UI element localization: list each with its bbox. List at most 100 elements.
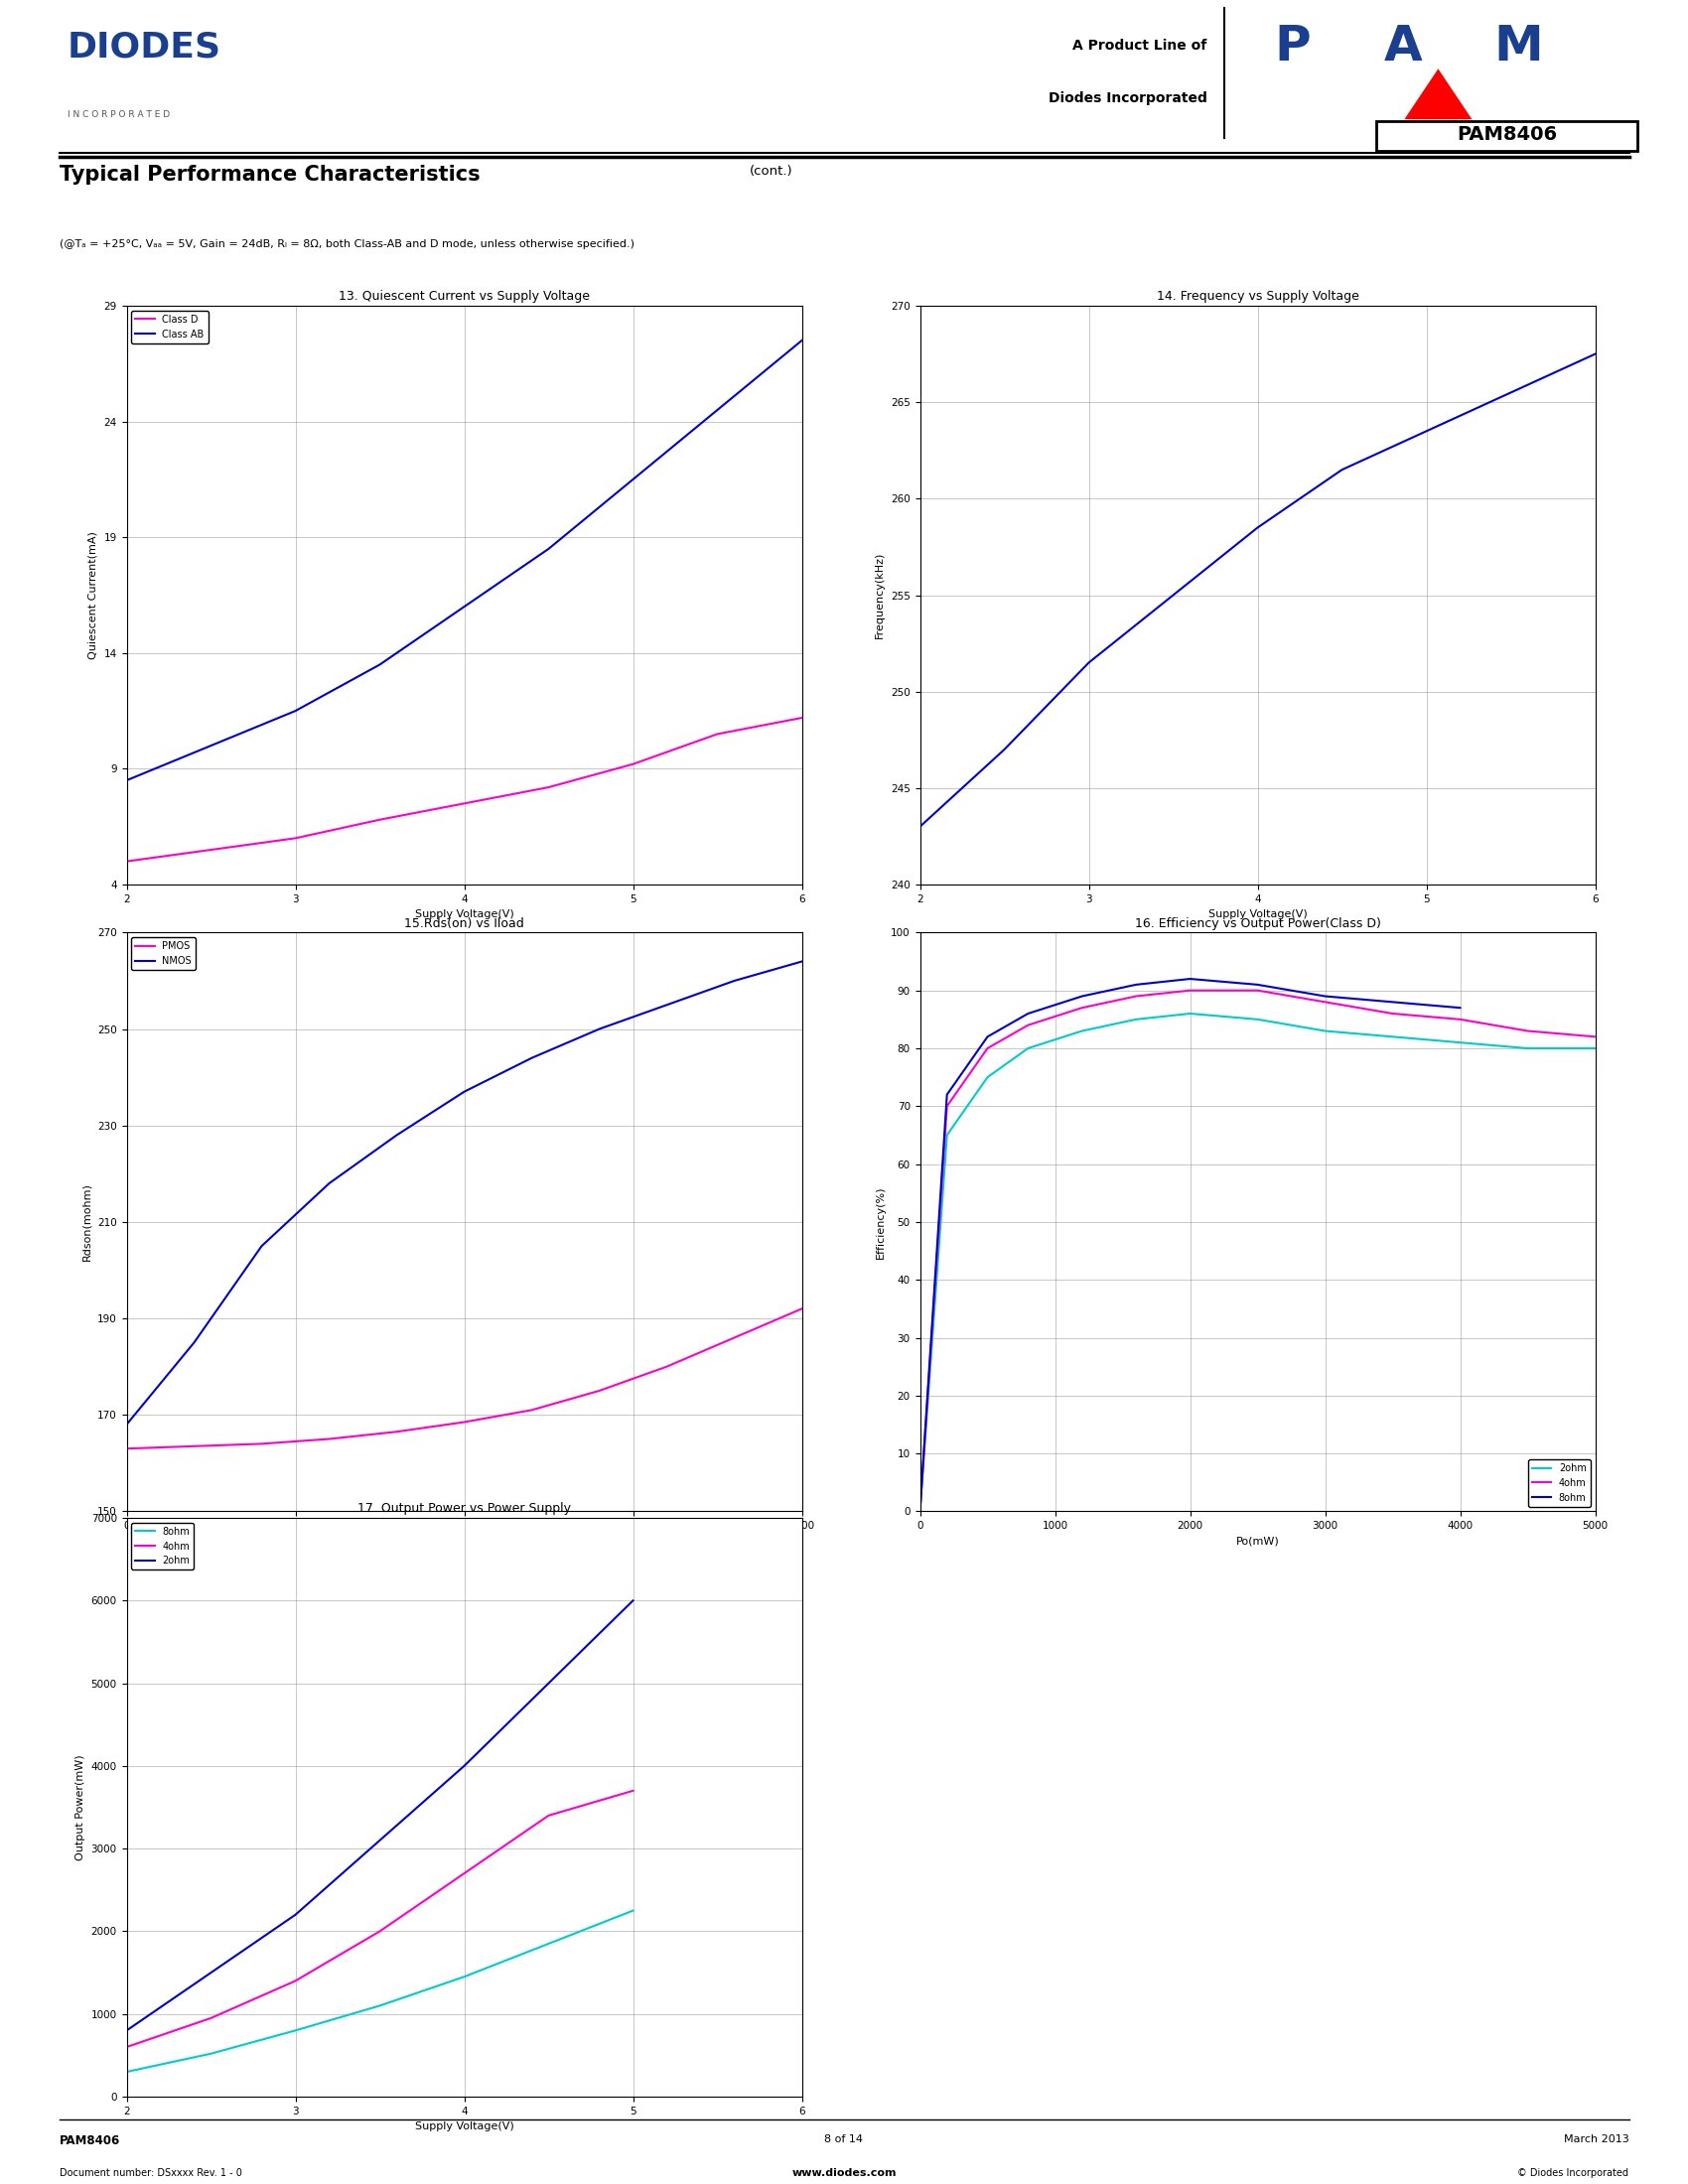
NMOS xyxy=(116,1411,137,1437)
Class D xyxy=(201,836,221,863)
4ohm xyxy=(910,1498,930,1524)
Y-axis label: Output Power(mW): Output Power(mW) xyxy=(76,1754,86,1861)
2ohm xyxy=(1518,1035,1538,1061)
X-axis label: Iload(mA): Iload(mA) xyxy=(437,1535,491,1546)
PMOS xyxy=(657,1354,677,1380)
Line: NMOS: NMOS xyxy=(127,961,802,1424)
Text: (@Tₐ = +25°C, Vₐₐ = 5V, Gain = 24dB, Rₗ = 8Ω, both Class-AB and D mode, unless o: (@Tₐ = +25°C, Vₐₐ = 5V, Gain = 24dB, Rₗ … xyxy=(59,238,635,249)
2ohm xyxy=(1018,1035,1038,1061)
Line: Class AB: Class AB xyxy=(127,341,802,780)
8ohm xyxy=(1382,989,1403,1016)
2ohm xyxy=(285,1902,306,1928)
2ohm xyxy=(1180,1000,1200,1026)
Legend: Class D, Class AB: Class D, Class AB xyxy=(132,310,208,343)
Class AB xyxy=(201,732,221,758)
4ohm xyxy=(1382,1000,1403,1026)
Class AB xyxy=(538,535,559,561)
Title: 16. Efficiency vs Output Power(Class D): 16. Efficiency vs Output Power(Class D) xyxy=(1134,917,1381,930)
2ohm xyxy=(1126,1007,1146,1033)
8ohm xyxy=(1180,965,1200,992)
Title: 17. Output Power vs Power Supply: 17. Output Power vs Power Supply xyxy=(358,1503,571,1516)
8ohm xyxy=(977,1024,998,1051)
NMOS xyxy=(454,1079,474,1105)
2ohm xyxy=(1072,1018,1092,1044)
X-axis label: Po(mW): Po(mW) xyxy=(1236,1535,1280,1546)
2ohm xyxy=(937,1123,957,1149)
NMOS xyxy=(184,1330,204,1356)
Y-axis label: Rdson(mohm): Rdson(mohm) xyxy=(83,1184,91,1260)
2ohm xyxy=(116,2018,137,2044)
Legend: PMOS, NMOS: PMOS, NMOS xyxy=(132,937,196,970)
X-axis label: Supply Voltage(V): Supply Voltage(V) xyxy=(1209,909,1307,919)
4ohm xyxy=(1180,978,1200,1005)
Class D xyxy=(538,773,559,799)
PMOS xyxy=(252,1431,272,1457)
4ohm xyxy=(977,1035,998,1061)
PMOS xyxy=(792,1295,812,1321)
Text: Typical Performance Characteristics: Typical Performance Characteristics xyxy=(59,166,479,186)
NMOS xyxy=(319,1171,339,1197)
Text: (cont.): (cont.) xyxy=(749,166,793,179)
PMOS xyxy=(116,1435,137,1461)
Line: 4ohm: 4ohm xyxy=(920,992,1595,1511)
NMOS xyxy=(724,968,744,994)
8ohm xyxy=(116,2060,137,2086)
Line: 2ohm: 2ohm xyxy=(920,1013,1595,1511)
Class AB xyxy=(285,699,306,725)
Polygon shape xyxy=(1404,70,1472,120)
8ohm xyxy=(370,1992,390,2018)
Class D xyxy=(623,751,643,778)
Text: A: A xyxy=(1384,22,1423,70)
4ohm xyxy=(538,1802,559,1828)
Class D xyxy=(285,826,306,852)
Legend: 2ohm, 4ohm, 8ohm: 2ohm, 4ohm, 8ohm xyxy=(1528,1459,1590,1507)
Line: 8ohm: 8ohm xyxy=(127,1911,633,2073)
PMOS xyxy=(319,1426,339,1452)
8ohm xyxy=(937,1081,957,1107)
Class D xyxy=(707,721,728,747)
NMOS xyxy=(657,992,677,1018)
8ohm xyxy=(1315,983,1335,1009)
Class AB xyxy=(707,397,728,424)
Text: www.diodes.com: www.diodes.com xyxy=(792,2167,896,2177)
Y-axis label: Frequency(kHz): Frequency(kHz) xyxy=(874,553,885,638)
FancyBboxPatch shape xyxy=(1376,120,1637,151)
Y-axis label: Quiescent Current(mA): Quiescent Current(mA) xyxy=(88,531,98,660)
2ohm xyxy=(1450,1029,1470,1055)
2ohm xyxy=(623,1588,643,1614)
NMOS xyxy=(252,1234,272,1260)
Text: 8 of 14: 8 of 14 xyxy=(825,2136,863,2145)
Text: M: M xyxy=(1494,22,1543,70)
8ohm xyxy=(454,1963,474,1990)
Text: I N C O R P O R A T E D: I N C O R P O R A T E D xyxy=(68,109,170,118)
4ohm xyxy=(1126,983,1146,1009)
2ohm xyxy=(454,1754,474,1780)
Class D xyxy=(454,791,474,817)
8ohm xyxy=(1126,972,1146,998)
4ohm xyxy=(937,1092,957,1118)
8ohm xyxy=(1247,972,1268,998)
8ohm xyxy=(1018,1000,1038,1026)
PMOS xyxy=(454,1409,474,1435)
Class AB xyxy=(116,767,137,793)
Text: Document number: DSxxxx Rev. 1 - 0: Document number: DSxxxx Rev. 1 - 0 xyxy=(59,2167,241,2177)
Text: PAM8406: PAM8406 xyxy=(1457,124,1558,144)
2ohm xyxy=(538,1671,559,1697)
Text: A Product Line of: A Product Line of xyxy=(1072,37,1207,52)
8ohm xyxy=(538,1931,559,1957)
8ohm xyxy=(201,2040,221,2066)
Class D xyxy=(370,806,390,832)
8ohm xyxy=(1450,994,1470,1020)
NMOS xyxy=(589,1016,609,1042)
4ohm xyxy=(370,1918,390,1944)
Class AB xyxy=(370,651,390,677)
Class D xyxy=(792,705,812,732)
Line: Class D: Class D xyxy=(127,719,802,860)
Class AB xyxy=(623,467,643,494)
4ohm xyxy=(1518,1018,1538,1044)
4ohm xyxy=(1450,1007,1470,1033)
Y-axis label: Efficiency(%): Efficiency(%) xyxy=(876,1186,885,1258)
Class AB xyxy=(454,594,474,620)
4ohm xyxy=(116,2033,137,2060)
2ohm xyxy=(977,1064,998,1090)
